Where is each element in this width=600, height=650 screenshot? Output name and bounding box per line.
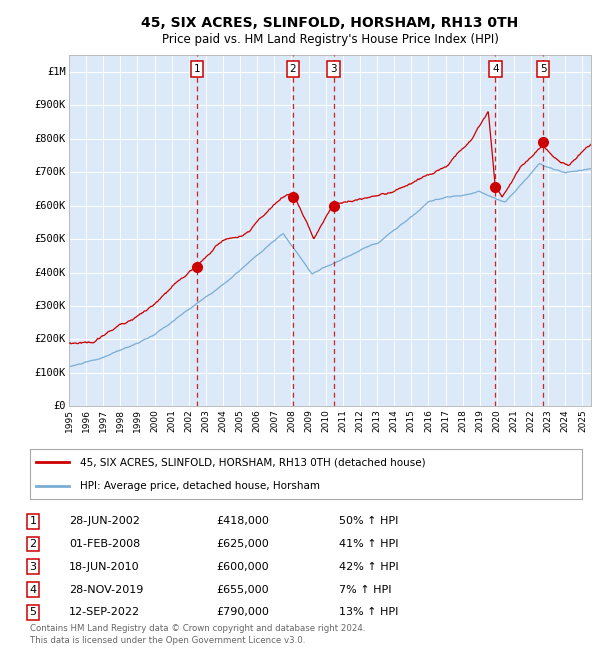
Text: 2010: 2010 — [321, 410, 330, 432]
Text: £400K: £400K — [35, 268, 66, 278]
Text: £790,000: £790,000 — [216, 607, 269, 618]
Text: 2016: 2016 — [424, 410, 433, 432]
Text: 2019: 2019 — [475, 410, 484, 432]
Text: 1998: 1998 — [116, 410, 125, 432]
Text: £800K: £800K — [35, 134, 66, 144]
Text: £200K: £200K — [35, 334, 66, 345]
Text: 13% ↑ HPI: 13% ↑ HPI — [339, 607, 398, 618]
Text: 4: 4 — [29, 584, 37, 595]
Text: 2001: 2001 — [167, 410, 176, 432]
Text: 42% ↑ HPI: 42% ↑ HPI — [339, 562, 398, 572]
Text: £600K: £600K — [35, 201, 66, 211]
Text: £500K: £500K — [35, 234, 66, 244]
Text: £300K: £300K — [35, 301, 66, 311]
Text: 2009: 2009 — [304, 410, 313, 432]
Text: 5: 5 — [29, 607, 37, 618]
Text: £0: £0 — [53, 401, 66, 411]
Text: 2014: 2014 — [389, 410, 398, 432]
Text: 2008: 2008 — [287, 410, 296, 432]
Text: 1: 1 — [29, 516, 37, 526]
Text: 2024: 2024 — [561, 410, 570, 432]
Text: This data is licensed under the Open Government Licence v3.0.: This data is licensed under the Open Gov… — [30, 636, 305, 645]
Text: Contains HM Land Registry data © Crown copyright and database right 2024.: Contains HM Land Registry data © Crown c… — [30, 624, 365, 633]
Text: £1M: £1M — [47, 67, 66, 77]
Text: 18-JUN-2010: 18-JUN-2010 — [69, 562, 140, 572]
Text: 2005: 2005 — [236, 410, 245, 432]
Text: 2003: 2003 — [202, 410, 211, 432]
Text: 7% ↑ HPI: 7% ↑ HPI — [339, 584, 391, 595]
Text: 01-FEB-2008: 01-FEB-2008 — [69, 539, 140, 549]
Text: 45, SIX ACRES, SLINFOLD, HORSHAM, RH13 0TH: 45, SIX ACRES, SLINFOLD, HORSHAM, RH13 0… — [142, 16, 518, 31]
Text: 2004: 2004 — [218, 410, 227, 432]
Text: 1996: 1996 — [82, 410, 91, 432]
Text: 4: 4 — [492, 64, 499, 73]
Text: £418,000: £418,000 — [216, 516, 269, 526]
Text: 2002: 2002 — [184, 410, 193, 432]
Text: 1997: 1997 — [99, 410, 108, 432]
Text: Price paid vs. HM Land Registry's House Price Index (HPI): Price paid vs. HM Land Registry's House … — [161, 32, 499, 46]
Text: 2006: 2006 — [253, 410, 262, 432]
Text: 2018: 2018 — [458, 410, 467, 432]
Text: 28-NOV-2019: 28-NOV-2019 — [69, 584, 143, 595]
Text: 28-JUN-2002: 28-JUN-2002 — [69, 516, 140, 526]
Text: 1999: 1999 — [133, 410, 142, 432]
Text: 2025: 2025 — [578, 410, 587, 432]
Text: 2020: 2020 — [493, 410, 502, 432]
Text: 2000: 2000 — [150, 410, 159, 432]
Text: 2: 2 — [29, 539, 37, 549]
Text: 2017: 2017 — [441, 410, 450, 432]
Text: 2012: 2012 — [355, 410, 364, 432]
Text: £100K: £100K — [35, 368, 66, 378]
Text: 1995: 1995 — [65, 410, 74, 432]
Text: 2013: 2013 — [373, 410, 382, 432]
Text: £900K: £900K — [35, 100, 66, 110]
Text: £700K: £700K — [35, 167, 66, 177]
Text: 50% ↑ HPI: 50% ↑ HPI — [339, 516, 398, 526]
Text: £655,000: £655,000 — [216, 584, 269, 595]
Text: 5: 5 — [540, 64, 547, 73]
Text: 2007: 2007 — [270, 410, 279, 432]
Text: 2023: 2023 — [544, 410, 553, 432]
Text: 41% ↑ HPI: 41% ↑ HPI — [339, 539, 398, 549]
Text: HPI: Average price, detached house, Horsham: HPI: Average price, detached house, Hors… — [80, 480, 320, 491]
Text: 2015: 2015 — [407, 410, 416, 432]
Text: 3: 3 — [330, 64, 337, 73]
Text: 2: 2 — [290, 64, 296, 73]
Text: 12-SEP-2022: 12-SEP-2022 — [69, 607, 140, 618]
Text: 45, SIX ACRES, SLINFOLD, HORSHAM, RH13 0TH (detached house): 45, SIX ACRES, SLINFOLD, HORSHAM, RH13 0… — [80, 457, 425, 467]
Text: 3: 3 — [29, 562, 37, 572]
Text: £625,000: £625,000 — [216, 539, 269, 549]
Text: 2011: 2011 — [338, 410, 347, 432]
Text: £600,000: £600,000 — [216, 562, 269, 572]
Text: 1: 1 — [194, 64, 200, 73]
Text: 2021: 2021 — [509, 410, 518, 432]
Text: 2022: 2022 — [527, 410, 536, 432]
